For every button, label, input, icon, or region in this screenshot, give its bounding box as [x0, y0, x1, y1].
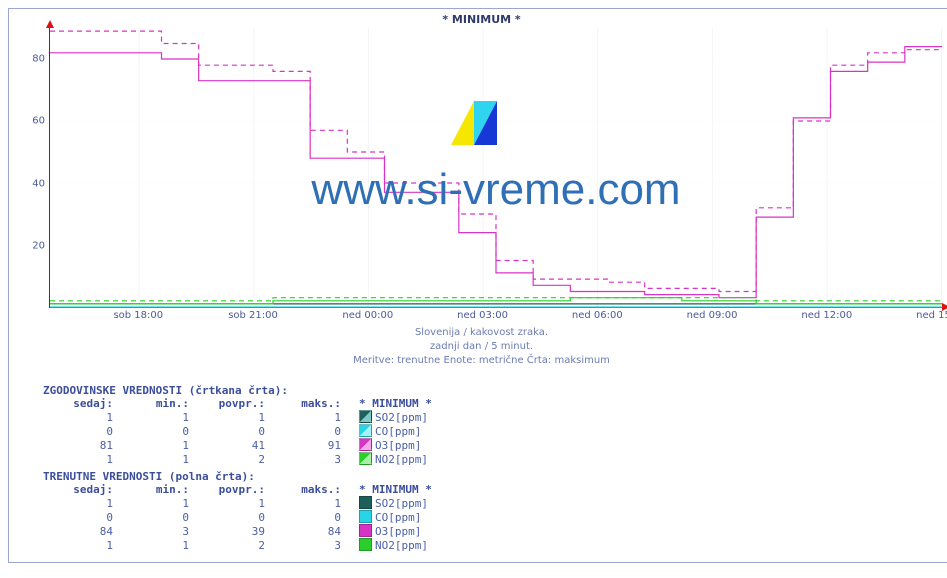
- current-values-title: TRENUTNE VREDNOSTI (polna črta):: [43, 470, 947, 483]
- table-row: 1123NO2[ppm]: [43, 538, 438, 552]
- x-tick-label: ned 12:00: [801, 310, 852, 321]
- cell-min: 1: [119, 438, 195, 452]
- cell-povpr: 2: [195, 452, 271, 466]
- cell-min: 3: [119, 524, 195, 538]
- cell-series-label: CO[ppm]: [347, 424, 438, 438]
- cell-povpr: 1: [195, 496, 271, 510]
- table-row: 0000CO[ppm]: [43, 510, 438, 524]
- col-header-name: * MINIMUM *: [347, 397, 438, 410]
- cell-sedaj: 1: [43, 496, 119, 510]
- cell-sedaj: 81: [43, 438, 119, 452]
- cell-maks: 0: [271, 510, 347, 524]
- col-header: min.:: [119, 483, 195, 496]
- col-header: maks.:: [271, 483, 347, 496]
- cell-sedaj: 1: [43, 452, 119, 466]
- cell-maks: 3: [271, 452, 347, 466]
- table-row: 8433984O3[ppm]: [43, 524, 438, 538]
- cell-min: 0: [119, 510, 195, 524]
- cell-maks: 1: [271, 496, 347, 510]
- y-tick-label: 80: [32, 54, 45, 65]
- cell-series-label: SO2[ppm]: [347, 410, 438, 424]
- subtitle-line: Meritve: trenutne Enote: metrične Črta: …: [9, 354, 947, 368]
- cell-sedaj: 84: [43, 524, 119, 538]
- table-row: 1123NO2[ppm]: [43, 452, 438, 466]
- y-tick-label: 40: [32, 178, 45, 189]
- cell-min: 1: [119, 538, 195, 552]
- cell-series-label: CO[ppm]: [347, 510, 438, 524]
- x-tick-label: ned 06:00: [572, 310, 623, 321]
- cell-min: 1: [119, 496, 195, 510]
- x-tick-label: ned 00:00: [342, 310, 393, 321]
- table-row: 8114191O3[ppm]: [43, 438, 438, 452]
- cell-series-label: NO2[ppm]: [347, 538, 438, 552]
- plot-area: www.si-vreme.com: [49, 28, 942, 308]
- col-header-name: * MINIMUM *: [347, 483, 438, 496]
- col-header: povpr.:: [195, 483, 271, 496]
- y-axis-arrow-icon: [46, 20, 54, 28]
- chart-title: * MINIMUM *: [9, 9, 947, 28]
- y-tick-label: 60: [32, 116, 45, 127]
- x-tick-label: ned 15:00: [916, 310, 947, 321]
- legend-swatch-icon: [359, 524, 372, 537]
- cell-sedaj: 1: [43, 410, 119, 424]
- chart-subtitle: Slovenija / kakovost zraka. zadnji dan /…: [9, 322, 947, 374]
- cell-povpr: 41: [195, 438, 271, 452]
- historic-values-table: sedaj:min.:povpr.:maks.:* MINIMUM *1111S…: [43, 397, 438, 466]
- cell-povpr: 1: [195, 410, 271, 424]
- col-header: sedaj:: [43, 397, 119, 410]
- legend-swatch-icon: [359, 410, 372, 423]
- x-tick-label: ned 03:00: [457, 310, 508, 321]
- x-axis: sob 18:00 sob 21:00 ned 00:00 ned 03:00 ned …: [49, 308, 942, 322]
- cell-series-label: O3[ppm]: [347, 438, 438, 452]
- cell-povpr: 2: [195, 538, 271, 552]
- cell-sedaj: 0: [43, 510, 119, 524]
- historic-values-title: ZGODOVINSKE VREDNOSTI (črtkana črta):: [43, 384, 947, 397]
- series-o3_hist: [50, 31, 942, 291]
- legend-swatch-icon: [359, 510, 372, 523]
- cell-min: 1: [119, 410, 195, 424]
- cell-maks: 0: [271, 424, 347, 438]
- cell-series-label: NO2[ppm]: [347, 452, 438, 466]
- table-row: 0000CO[ppm]: [43, 424, 438, 438]
- x-tick-label: sob 18:00: [113, 310, 163, 321]
- table-row: 1111SO2[ppm]: [43, 410, 438, 424]
- col-header: maks.:: [271, 397, 347, 410]
- chart-panel: * MINIMUM * 20406080 www.si-vreme.co: [8, 8, 947, 563]
- cell-sedaj: 0: [43, 424, 119, 438]
- cell-maks: 1: [271, 410, 347, 424]
- x-tick-label: ned 09:00: [687, 310, 738, 321]
- y-axis: 20 40 60 80: [9, 28, 49, 308]
- legend-swatch-icon: [359, 452, 372, 465]
- col-header: min.:: [119, 397, 195, 410]
- cell-povpr: 39: [195, 524, 271, 538]
- col-header: sedaj:: [43, 483, 119, 496]
- cell-maks: 3: [271, 538, 347, 552]
- cell-povpr: 0: [195, 510, 271, 524]
- cell-maks: 84: [271, 524, 347, 538]
- current-values-table: sedaj:min.:povpr.:maks.:* MINIMUM *1111S…: [43, 483, 438, 552]
- cell-series-label: O3[ppm]: [347, 524, 438, 538]
- cell-series-label: SO2[ppm]: [347, 496, 438, 510]
- legend-swatch-icon: [359, 538, 372, 551]
- subtitle-line: Slovenija / kakovost zraka.: [9, 326, 947, 340]
- cell-povpr: 0: [195, 424, 271, 438]
- legend-swatch-icon: [359, 424, 372, 437]
- col-header: povpr.:: [195, 397, 271, 410]
- subtitle-line: zadnji dan / 5 minut.: [9, 340, 947, 354]
- x-tick-label: sob 21:00: [228, 310, 278, 321]
- legend-swatch-icon: [359, 438, 372, 451]
- table-row: 1111SO2[ppm]: [43, 496, 438, 510]
- cell-maks: 91: [271, 438, 347, 452]
- legend-tables: ZGODOVINSKE VREDNOSTI (črtkana črta): se…: [9, 374, 947, 562]
- legend-swatch-icon: [359, 496, 372, 509]
- cell-min: 0: [119, 424, 195, 438]
- cell-min: 1: [119, 452, 195, 466]
- series-no2: [50, 298, 942, 304]
- y-tick-label: 20: [32, 240, 45, 251]
- cell-sedaj: 1: [43, 538, 119, 552]
